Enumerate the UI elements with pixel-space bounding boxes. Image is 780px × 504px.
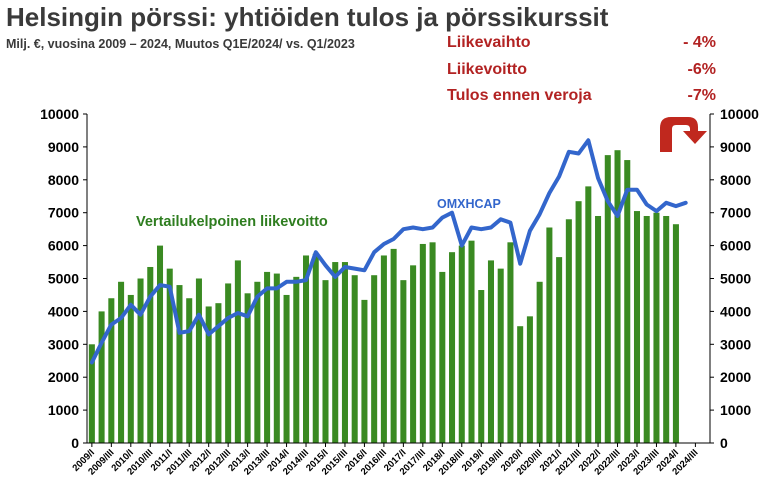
y-tick-label-right: 10000: [720, 106, 759, 122]
y-tick-label-left: 4000: [48, 303, 79, 319]
bar: [585, 186, 592, 443]
bar: [215, 303, 222, 443]
bar: [108, 298, 115, 443]
stat-value-revenue: - 4%: [683, 34, 716, 51]
y-tick-label-right: 8000: [720, 172, 751, 188]
bar: [487, 260, 494, 443]
page-subtitle: Milj. €, vuosina 2009 – 2024, Muutos Q1E…: [6, 37, 355, 51]
bar: [322, 280, 329, 443]
y-tick-label-left: 2000: [48, 369, 79, 385]
stat-value-operating-profit: -6%: [687, 61, 716, 78]
bar: [293, 276, 300, 443]
bar: [205, 306, 212, 443]
bar: [127, 294, 134, 443]
bar: [176, 285, 183, 443]
y-tick-label-left: 6000: [48, 238, 79, 254]
y-tick-label-right: 1000: [720, 402, 751, 418]
stat-value-profit-before-taxes: -7%: [687, 87, 716, 104]
bar: [361, 299, 368, 443]
bars-layer: [88, 150, 679, 443]
bar: [410, 265, 417, 443]
bar: [565, 219, 572, 443]
stat-label-operating-profit: Liikevoitto: [447, 61, 528, 78]
bar: [614, 150, 621, 443]
bar: [118, 281, 125, 443]
stat-label-profit-before-taxes: Tulos ennen veroja: [447, 87, 592, 104]
y-tick-label-left: 5000: [48, 271, 79, 287]
bar: [653, 212, 660, 443]
bar: [546, 227, 553, 443]
y-tick-label-left: 3000: [48, 336, 79, 352]
bar: [400, 280, 407, 443]
bar: [526, 316, 533, 443]
bar: [254, 281, 261, 443]
bar: [624, 160, 631, 443]
y-tick-label-right: 2000: [720, 369, 751, 385]
bar: [439, 271, 446, 443]
bar: [186, 298, 193, 443]
bar: [595, 215, 602, 443]
bar: [332, 262, 339, 443]
bar: [283, 294, 290, 443]
curved-down-arrow-icon: [660, 117, 707, 152]
bar: [419, 243, 426, 443]
bar: [273, 273, 280, 443]
bar: [351, 275, 358, 443]
y-tick-label-right: 7000: [720, 205, 751, 221]
bar: [341, 262, 348, 443]
bar: [147, 266, 154, 443]
y-tick-label-left: 0: [71, 435, 79, 451]
bar-series-annotation: Vertailukelpoinen liikevoitto: [136, 214, 328, 230]
y-tick-label-left: 10000: [40, 106, 79, 122]
bar: [497, 268, 504, 443]
bar: [468, 240, 475, 443]
line-layer: [89, 138, 688, 365]
y-tick-label-left: 1000: [48, 402, 79, 418]
bar: [234, 260, 241, 443]
bar: [663, 215, 670, 443]
bar: [137, 278, 144, 443]
bar: [371, 275, 378, 443]
bar: [449, 252, 456, 443]
line-series-annotation: OMXHCAP: [437, 197, 501, 211]
bar: [517, 326, 524, 443]
bar: [380, 255, 387, 443]
y-tick-label-right: 9000: [720, 139, 751, 155]
bar: [264, 271, 271, 443]
bar: [390, 248, 397, 443]
bar: [507, 242, 514, 443]
bar: [604, 155, 611, 443]
bar: [166, 268, 173, 443]
bar: [303, 255, 310, 443]
y-tick-label-right: 6000: [720, 238, 751, 254]
bar: [575, 201, 582, 443]
bar: [312, 253, 319, 443]
bar: [643, 215, 650, 443]
bar: [429, 242, 436, 443]
bar: [244, 293, 251, 443]
bar: [556, 257, 563, 443]
bar: [536, 281, 543, 443]
bar: [225, 283, 232, 443]
bar: [478, 290, 485, 443]
stat-label-revenue: Liikevaihto: [447, 34, 531, 51]
y-tick-label-right: 3000: [720, 336, 751, 352]
y-tick-label-left: 8000: [48, 172, 79, 188]
y-tick-label-right: 0: [720, 435, 728, 451]
omxhcap-line: [89, 138, 688, 365]
bar: [88, 344, 95, 443]
bar: [156, 245, 164, 443]
page-title: Helsingin pörssi: yhtiöiden tulos ja pör…: [6, 2, 609, 32]
y-tick-label-left: 7000: [48, 205, 79, 221]
y-tick-label-right: 5000: [720, 271, 751, 287]
y-tick-label-right: 4000: [720, 303, 751, 319]
bar: [98, 311, 105, 443]
bar: [633, 211, 641, 443]
y-tick-label-left: 9000: [48, 139, 79, 155]
bar: [458, 245, 465, 443]
bar: [195, 278, 202, 443]
bar: [672, 224, 679, 443]
